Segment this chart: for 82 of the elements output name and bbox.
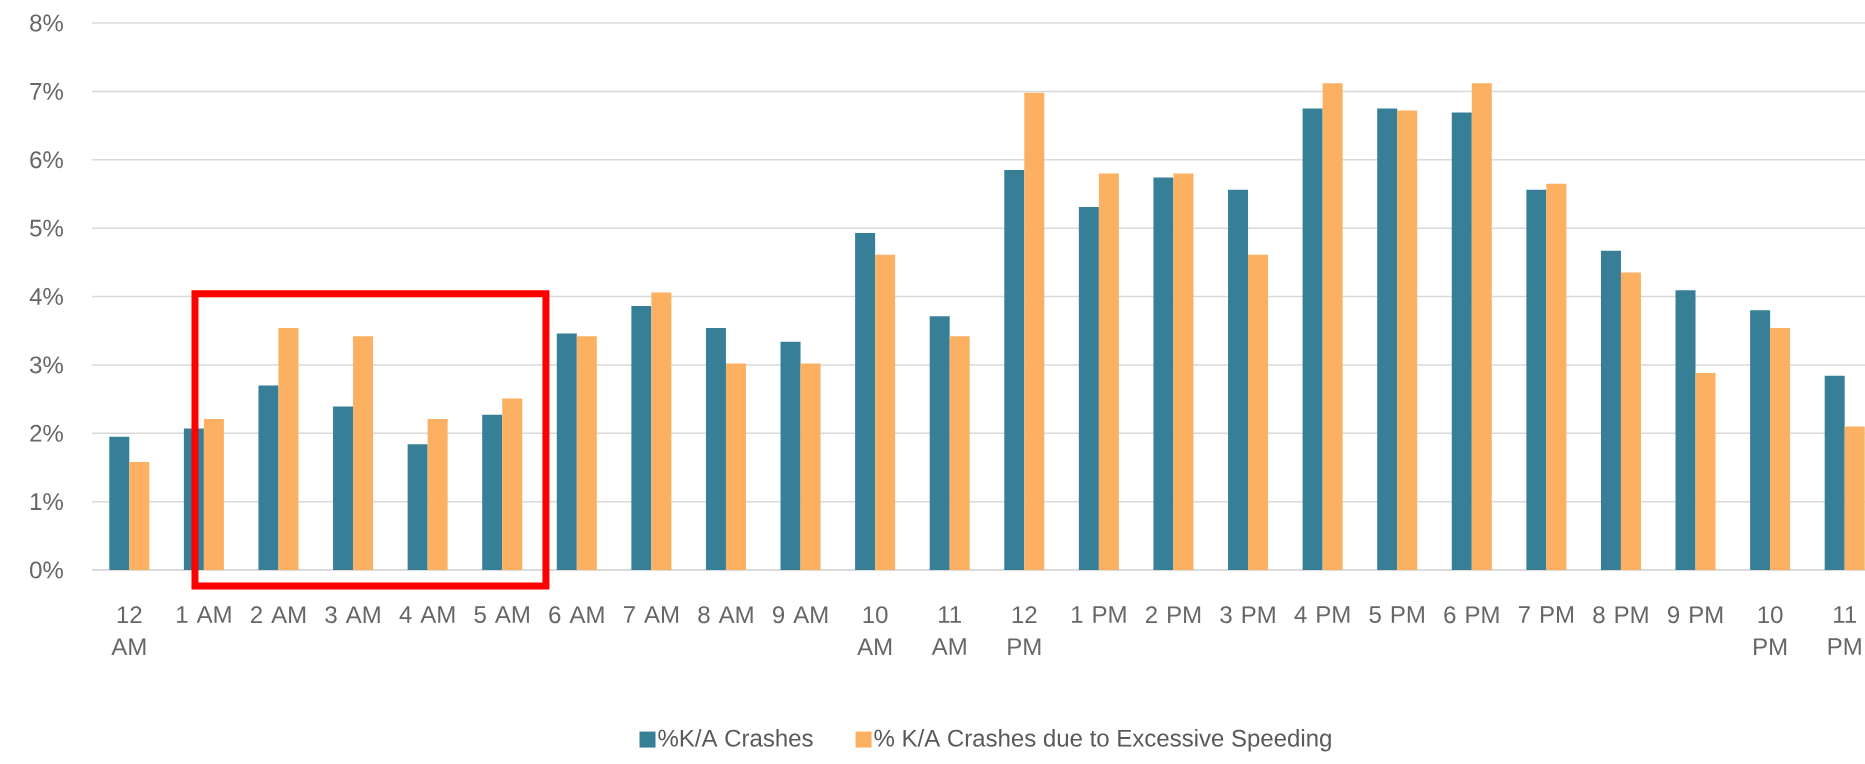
bar bbox=[800, 363, 821, 571]
bar bbox=[576, 336, 597, 571]
bar bbox=[1695, 373, 1716, 571]
x-tick-label: 12 AM bbox=[111, 606, 146, 655]
bar bbox=[1471, 83, 1492, 571]
bar bbox=[109, 436, 130, 571]
bar bbox=[1098, 173, 1119, 571]
bar bbox=[875, 254, 896, 571]
x-tick-label: 3 AM bbox=[325, 606, 380, 624]
y-tick-label: 1% bbox=[30, 493, 63, 511]
bar bbox=[1675, 290, 1696, 571]
x-tick-label: 3 PM bbox=[1220, 606, 1275, 624]
x-tick-label: 7 AM bbox=[623, 606, 679, 623]
bar bbox=[1322, 83, 1343, 571]
x-tick-label: 11 AM bbox=[931, 606, 966, 655]
bar bbox=[258, 385, 279, 571]
bar bbox=[855, 232, 876, 571]
bar bbox=[502, 398, 523, 571]
bar bbox=[1824, 375, 1845, 571]
bar bbox=[651, 292, 672, 571]
y-tick-label: 7% bbox=[30, 82, 63, 100]
bar bbox=[1844, 426, 1865, 571]
y-tick-label: 0% bbox=[30, 561, 63, 579]
x-tick-label: 9 PM bbox=[1667, 606, 1723, 624]
bar bbox=[1620, 272, 1641, 571]
x-tick-label: 8 PM bbox=[1593, 606, 1648, 624]
bar bbox=[705, 327, 726, 571]
x-tick-label: 11 PM bbox=[1828, 606, 1861, 655]
x-tick-label: 12 PM bbox=[1008, 606, 1041, 655]
x-tick-label: 6 AM bbox=[549, 606, 604, 624]
x-tick-label: 10 PM bbox=[1754, 606, 1787, 655]
legend-label: % K/A Crashes due to Excessive Speeding bbox=[874, 729, 1331, 752]
y-tick-label: 2% bbox=[30, 424, 63, 442]
x-tick-label: 10 AM bbox=[857, 606, 892, 655]
bar bbox=[353, 336, 374, 571]
bar bbox=[1228, 189, 1249, 571]
bar bbox=[427, 418, 448, 571]
bar bbox=[1024, 92, 1045, 571]
bar bbox=[1078, 206, 1099, 571]
bar bbox=[725, 363, 746, 571]
bar bbox=[203, 418, 224, 571]
legend-label: %K/A Crashes bbox=[658, 729, 813, 747]
x-tick-label: 4 AM bbox=[399, 606, 455, 623]
bar bbox=[1546, 183, 1567, 571]
bar bbox=[1153, 177, 1174, 571]
bar bbox=[1526, 189, 1547, 571]
x-tick-label: 6 PM bbox=[1444, 606, 1499, 624]
bar bbox=[1451, 112, 1472, 571]
x-tick-label: 8 AM bbox=[698, 606, 753, 624]
bar bbox=[278, 327, 299, 571]
bar bbox=[1600, 250, 1621, 571]
y-tick-label: 5% bbox=[30, 219, 63, 237]
bar bbox=[556, 333, 577, 571]
x-tick-label: 1 AM bbox=[177, 606, 231, 623]
x-tick-label: 5 AM bbox=[474, 606, 529, 623]
y-tick-label: 8% bbox=[30, 14, 63, 32]
x-tick-label: 5 PM bbox=[1369, 606, 1424, 623]
x-tick-label: 4 PM bbox=[1294, 606, 1350, 623]
y-tick-label: 4% bbox=[29, 288, 63, 305]
y-tick-label: 3% bbox=[30, 356, 63, 374]
bar bbox=[1770, 327, 1791, 571]
bar bbox=[1750, 310, 1771, 571]
bar bbox=[949, 336, 970, 571]
bar bbox=[929, 316, 950, 571]
x-tick-label: 7 PM bbox=[1518, 606, 1574, 623]
bar bbox=[1377, 108, 1398, 571]
x-tick-label: 2 AM bbox=[250, 606, 306, 623]
bar bbox=[129, 461, 150, 571]
bar bbox=[333, 406, 354, 571]
x-tick-label: 9 AM bbox=[772, 606, 828, 624]
x-tick-label: 1 PM bbox=[1072, 606, 1126, 623]
x-tick-label: 2 PM bbox=[1145, 606, 1201, 623]
bar bbox=[1248, 254, 1269, 571]
bar bbox=[482, 414, 503, 571]
bar bbox=[1173, 173, 1194, 571]
bar bbox=[631, 306, 652, 571]
bar bbox=[1397, 110, 1418, 571]
bar bbox=[407, 444, 428, 571]
y-tick-label: 6% bbox=[30, 151, 63, 169]
bar bbox=[1302, 108, 1323, 571]
bar bbox=[780, 341, 801, 571]
bar bbox=[1004, 170, 1025, 571]
